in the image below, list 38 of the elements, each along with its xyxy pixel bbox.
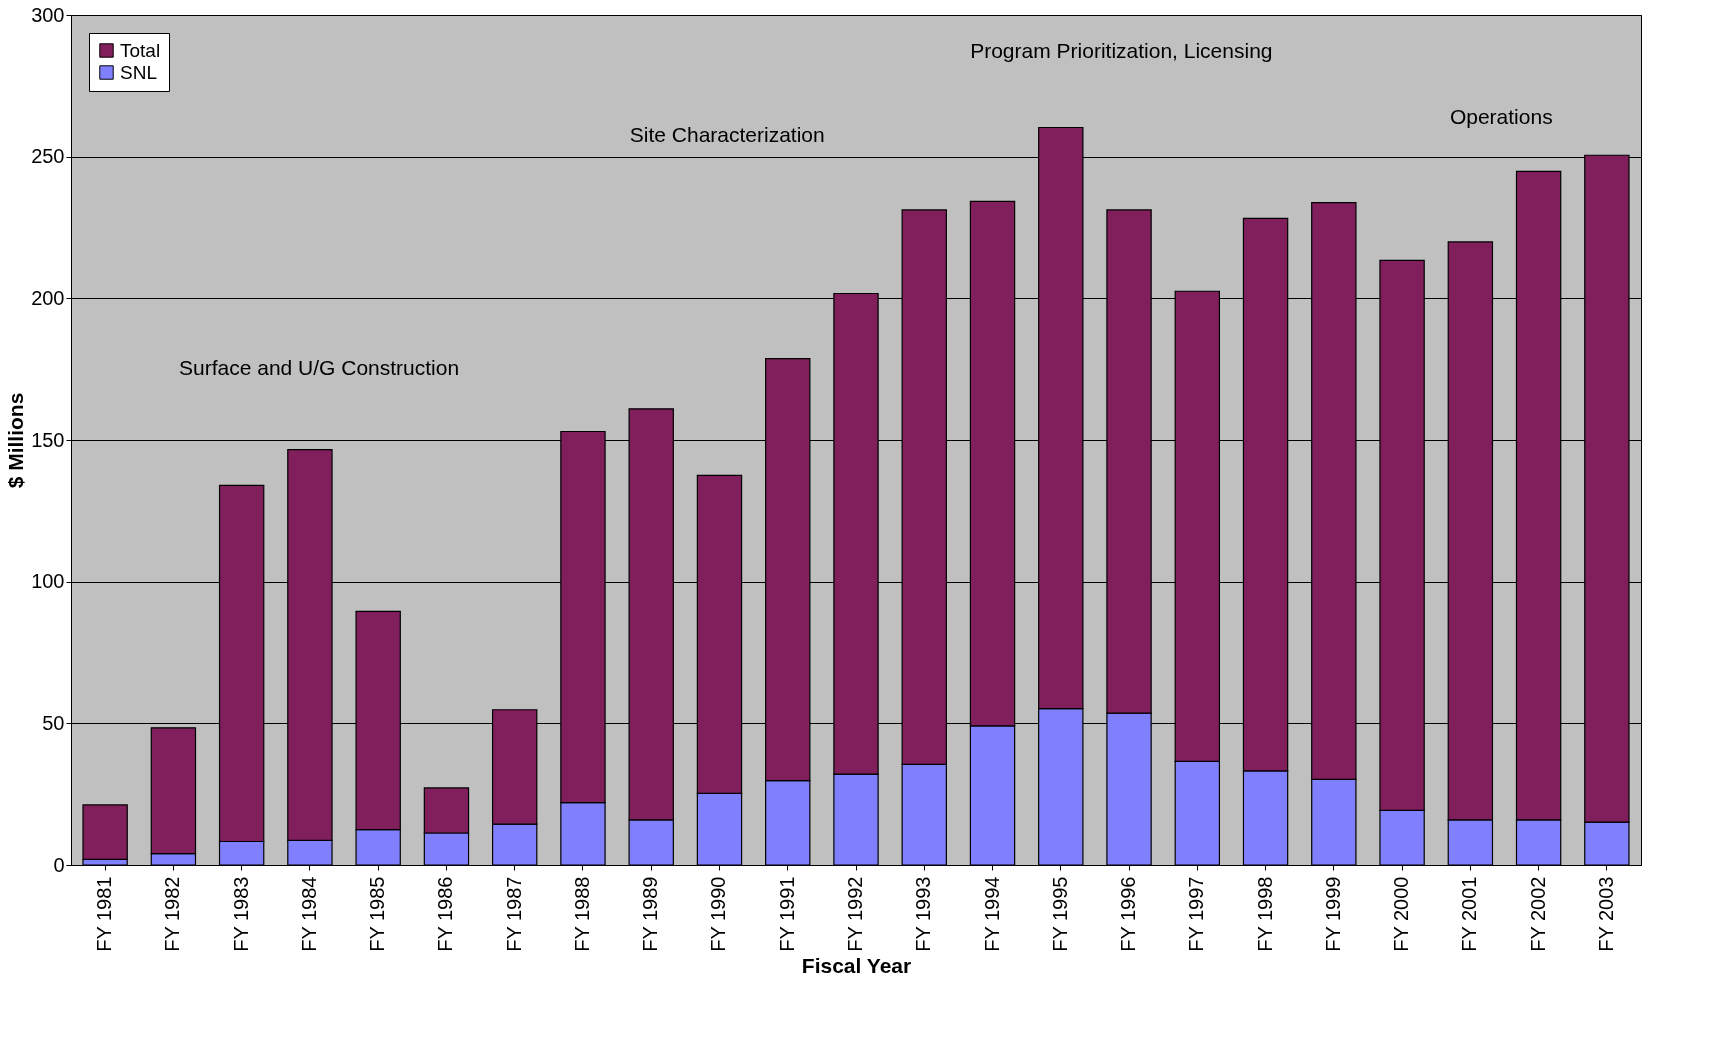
legend-label: Total <box>120 39 161 61</box>
x-axis-title: Fiscal Year <box>801 954 912 978</box>
annotation: Operations <box>1449 104 1553 128</box>
annotation: Surface and U/G Construction <box>178 356 460 380</box>
x-tick-label: FY 1993 <box>912 876 935 952</box>
x-tick-label: FY 2000 <box>1390 876 1413 952</box>
x-tick-label: FY 1996 <box>1117 876 1140 952</box>
x-tick-label: FY 1986 <box>434 876 457 952</box>
x-tick-label: FY 1995 <box>1048 876 1071 952</box>
y-axis-title: $ Millions <box>4 392 28 489</box>
x-tick-label: FY 2001 <box>1458 876 1481 952</box>
x-tick-label: FY 1994 <box>980 876 1003 952</box>
x-tick-label: FY 1999 <box>1321 876 1344 952</box>
x-tick-label: FY 1981 <box>93 876 116 952</box>
annotation: Site Characterization <box>629 122 825 146</box>
y-tick-label: 0 <box>53 853 65 876</box>
x-tick-label: FY 2003 <box>1594 876 1617 952</box>
x-tick-label: FY 1989 <box>639 876 662 952</box>
y-tick-label: 100 <box>31 570 65 593</box>
y-tick-label: 250 <box>31 145 65 168</box>
x-tick-label: FY 1997 <box>1185 876 1208 952</box>
x-tick-label: FY 1990 <box>707 876 730 952</box>
x-tick-label: FY 1983 <box>229 876 252 952</box>
x-tick-label: FY 1984 <box>297 876 320 952</box>
y-tick-label: 200 <box>31 286 65 309</box>
y-tick-label: 50 <box>42 711 65 734</box>
y-tick-label: 300 <box>31 3 65 26</box>
x-tick-label: FY 1998 <box>1253 876 1276 952</box>
x-tick-label: FY 1991 <box>775 876 798 952</box>
x-tick-label: FY 1992 <box>844 876 866 952</box>
x-tick-label: FY 1988 <box>570 876 593 952</box>
x-tick-label: FY 1982 <box>161 876 184 952</box>
legend-label: SNL <box>120 61 157 83</box>
x-tick-label: FY 2002 <box>1526 876 1549 952</box>
annotation: Program Prioritization, Licensing <box>970 39 1273 63</box>
y-tick-label: 150 <box>31 428 65 451</box>
x-tick-label: FY 1987 <box>502 876 525 952</box>
x-tick-label: FY 1985 <box>366 876 389 952</box>
